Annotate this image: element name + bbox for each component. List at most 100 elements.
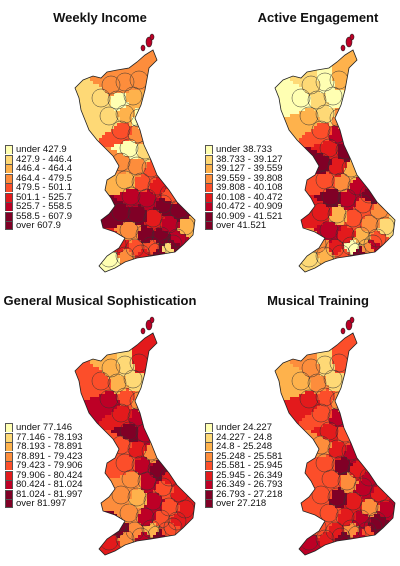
legend-swatch [5, 164, 13, 174]
island [149, 33, 155, 41]
legend-swatch [5, 145, 13, 155]
region-boundary [127, 487, 147, 507]
region [132, 385, 195, 415]
region [111, 93, 129, 111]
region [362, 156, 395, 204]
legend-label: 427.9 - 446.4 [16, 153, 72, 165]
legend-entry: 464.4 - 479.5 [5, 172, 72, 184]
region [177, 496, 195, 529]
legend-swatch [5, 202, 13, 212]
region [138, 409, 195, 445]
legend-entry: over 81.997 [5, 499, 83, 509]
region [141, 472, 159, 493]
legend-label: 26.793 - 27.218 [216, 488, 283, 500]
region-boundary [135, 224, 155, 244]
region [329, 442, 347, 460]
legend-swatch [205, 499, 213, 509]
legend-swatch [205, 202, 213, 212]
region-boundary [115, 104, 135, 124]
region-boundary [123, 369, 143, 389]
region [111, 141, 138, 159]
legend-entry: 81.024 - 81.997 [5, 488, 83, 500]
island [349, 316, 355, 324]
region-boundary [325, 521, 345, 541]
region [344, 427, 395, 463]
region [338, 508, 356, 526]
panel-title: Weekly Income [53, 10, 147, 25]
legend-entry: 479.5 - 501.1 [5, 183, 72, 193]
region [368, 523, 395, 555]
region-boundary [319, 220, 339, 240]
region [362, 216, 380, 234]
legend-swatch [205, 470, 213, 480]
region [75, 50, 111, 135]
region [353, 198, 374, 216]
region [126, 90, 168, 108]
region [144, 427, 195, 463]
legend-swatch [205, 451, 213, 461]
region-boundary [315, 104, 335, 124]
choropleth-map [274, 33, 396, 273]
legend-entry: 40.108 - 40.472 [205, 192, 283, 203]
legend-entry: under 427.9 [5, 145, 72, 155]
region-boundary [323, 369, 343, 389]
legend-swatch [5, 173, 13, 183]
legend-swatch [5, 451, 13, 461]
region [111, 424, 138, 442]
region-boundary [327, 487, 347, 507]
region [138, 126, 195, 162]
region-boundary [101, 75, 121, 95]
choropleth-map [274, 316, 396, 556]
region [344, 493, 365, 514]
region [144, 523, 159, 538]
region-boundary [291, 88, 311, 108]
legend-label: 479.5 - 501.1 [16, 182, 72, 193]
region-boundary [123, 86, 143, 106]
region-boundary [323, 86, 343, 106]
region [114, 222, 141, 243]
region-boundary [351, 226, 371, 246]
legend-entry: over 27.218 [205, 499, 283, 509]
region [114, 472, 141, 490]
region [311, 376, 329, 394]
region-boundary [151, 509, 171, 529]
region-boundary [119, 220, 139, 240]
legend-swatch [5, 211, 13, 221]
region [162, 216, 180, 234]
legend-entry: 77.146 - 78.193 [5, 432, 83, 443]
legend-label: under 24.227 [216, 422, 272, 433]
region-boundary [111, 403, 131, 423]
region-boundary [99, 389, 119, 409]
legend-label: 81.024 - 81.997 [16, 488, 83, 500]
island [349, 33, 355, 41]
island [140, 327, 146, 335]
legend-entry: under 77.146 [5, 423, 83, 433]
region-boundary [351, 509, 371, 529]
region [311, 93, 329, 111]
legend-swatch [5, 432, 13, 442]
region [275, 333, 311, 418]
region [344, 523, 359, 538]
region-boundary [341, 236, 361, 256]
region-boundary [127, 156, 147, 176]
legend-swatch [5, 480, 13, 490]
region [162, 499, 180, 517]
region-boundary [101, 358, 121, 378]
region-boundary [325, 238, 345, 258]
legend-entry: 24.227 - 24.8 [205, 432, 283, 443]
map-legend: under 38.733 38.733 - 39.127 39.127 - 39.5… [205, 145, 283, 231]
region-boundary [151, 226, 171, 246]
region-boundary [127, 439, 147, 459]
legend-label: 464.4 - 479.5 [16, 172, 72, 184]
region [144, 493, 165, 514]
map-panel-musical-training: Musical Training under 24.227 24.227 - 24… [200, 283, 400, 566]
region-boundary [107, 373, 127, 393]
panel-title: Active Engagement [257, 10, 379, 25]
region-boundary [301, 358, 321, 378]
region-boundary [327, 439, 347, 459]
region-boundary [327, 204, 347, 224]
legend-swatch [205, 192, 213, 202]
region-boundary [111, 202, 131, 222]
legend-swatch [5, 499, 13, 509]
legend-label: 25.945 - 26.349 [216, 469, 283, 481]
